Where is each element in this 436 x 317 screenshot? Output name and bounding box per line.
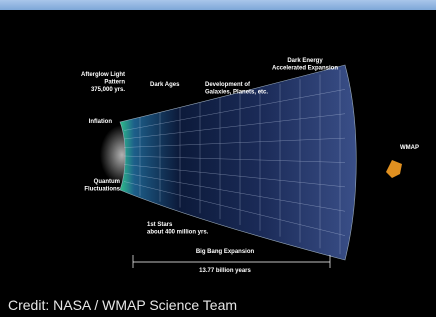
label: Big Bang Expansion <box>196 249 255 255</box>
label: WMAP <box>400 145 419 151</box>
label: Accelerated Expansion <box>272 66 338 72</box>
top-bar <box>0 0 436 10</box>
label: about 400 million yrs. <box>147 230 209 236</box>
label: Quantum <box>94 179 120 185</box>
page: Afterglow Light Pattern375,000 yrs. Dark A… <box>0 0 436 317</box>
wmap-satellite <box>386 160 402 178</box>
label: Pattern <box>104 80 125 86</box>
label: Galaxies, Planets, etc. <box>205 90 268 96</box>
label: Dark Energy <box>287 58 323 64</box>
label: 1st Stars <box>147 222 173 228</box>
label: Development of <box>205 82 251 88</box>
label: Inflation <box>89 119 113 125</box>
label: 13.77 billion years <box>199 268 251 274</box>
label: Dark Ages <box>150 82 180 88</box>
label: Afterglow Light <box>81 72 125 78</box>
credit: Credit: NASA / WMAP Science Team <box>8 297 237 313</box>
label: 375,000 yrs. <box>91 87 125 93</box>
label: Fluctuations <box>84 187 120 193</box>
